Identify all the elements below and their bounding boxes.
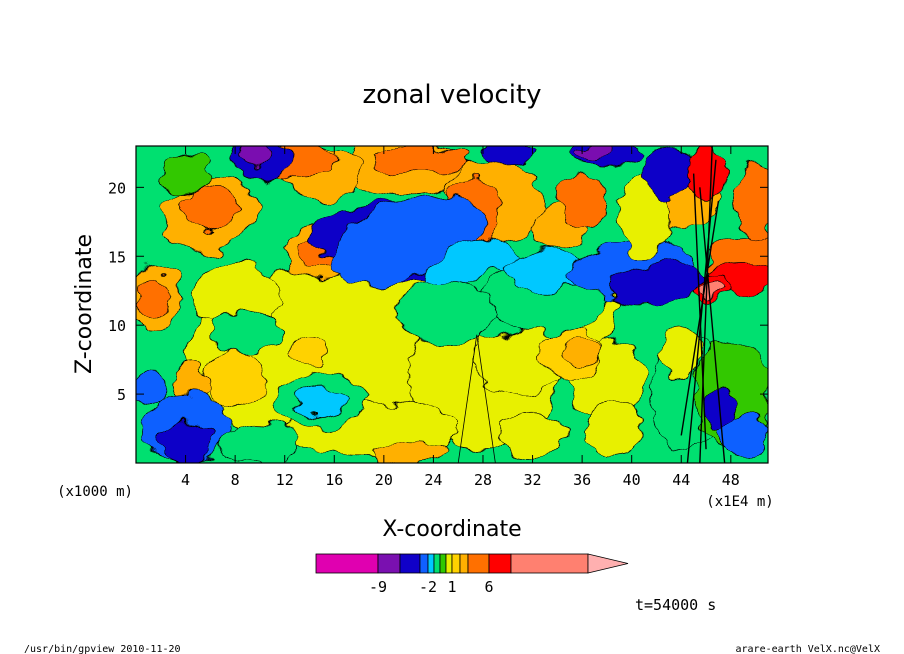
y-tick-label: 5: [117, 386, 126, 404]
x-axis-ticks: 4 8 12 16 20 24 28 32 36 40 44 48: [181, 146, 740, 489]
y-axis-title: Z-coordinate: [72, 234, 97, 374]
colorbar: [315, 553, 629, 574]
colorbar-tick-label: -2: [419, 578, 437, 596]
y-unit-label: (x1000 m): [57, 484, 133, 500]
colorbar-segment: [445, 553, 453, 574]
x-tick-label: 4: [181, 471, 190, 489]
footer-left: /usr/bin/gpview 2010-11-20: [24, 644, 181, 654]
contour-region: [294, 384, 350, 418]
x-unit-label: (x1E4 m): [706, 494, 773, 510]
y-tick-label: 10: [108, 317, 126, 335]
x-tick-label: 24: [424, 471, 442, 489]
x-tick-label: 36: [573, 471, 591, 489]
contour-region: [556, 173, 608, 230]
contour-region: [563, 338, 602, 367]
contour-region: [643, 146, 694, 202]
y-tick-label: 15: [108, 248, 126, 266]
x-tick-label: 48: [722, 471, 740, 489]
contour-region: [136, 370, 168, 405]
x-tick-label: 12: [276, 471, 294, 489]
front-line: [692, 173, 707, 450]
contour-region: [736, 159, 768, 243]
colorbar-segment: [488, 553, 512, 574]
front-line: [699, 146, 713, 463]
colorbar-arrow: [587, 553, 629, 574]
colorbar-tick-labels: -9 -2 1 6: [369, 578, 494, 596]
time-label: t=54000 s: [635, 596, 716, 614]
contour-region: [203, 349, 267, 411]
colorbar-tick-label: 6: [484, 578, 493, 596]
front-line: [699, 187, 726, 463]
colorbar-segment: [467, 553, 490, 574]
colorbar-segment: [427, 553, 435, 574]
colorbar-segment: [433, 553, 441, 574]
contour-region: [395, 280, 496, 343]
contour-region: [371, 437, 447, 463]
colorbar-segment: [399, 553, 421, 574]
colorbar-segment: [439, 553, 447, 574]
chart-title: zonal velocity: [362, 80, 541, 110]
front-line: [680, 201, 720, 436]
contour-region: [210, 311, 286, 354]
front-line: [686, 159, 717, 463]
x-tick-label: 32: [524, 471, 542, 489]
x-tick-label: 16: [325, 471, 343, 489]
contour-region: [687, 148, 725, 199]
x-tick-label: 40: [623, 471, 641, 489]
contour-region: [371, 146, 471, 176]
footer-right: arare-earth_VelX.nc@VelX: [736, 644, 881, 654]
plot-area: [136, 146, 768, 463]
y-tick-label: 20: [108, 179, 126, 197]
contour-region: [237, 146, 271, 168]
y-axis-ticks: 5 10 15 20: [108, 179, 768, 404]
plot-frame: [135, 145, 769, 464]
x-tick-label: 20: [375, 471, 393, 489]
contour-region: [575, 146, 614, 162]
colorbar-segment: [377, 553, 401, 574]
contour-region: [662, 324, 701, 381]
contour-region: [222, 421, 298, 463]
colorbar-segment: [315, 553, 379, 574]
x-tick-label: 8: [231, 471, 240, 489]
colorbar-tick-label: 1: [447, 578, 456, 596]
contour-region: [290, 338, 329, 367]
x-axis-title: X-coordinate: [382, 517, 521, 542]
contour-region: [581, 400, 645, 457]
x-tick-label: 44: [672, 471, 690, 489]
contour-region: [718, 414, 768, 457]
colorbar-segment: [419, 553, 429, 574]
colorbar-segment: [510, 553, 589, 574]
contour-region: [482, 146, 533, 165]
front-lines: [457, 146, 726, 463]
colorbar-tick-label: -9: [369, 578, 387, 596]
front-line: [457, 334, 478, 463]
contour-region: [495, 414, 571, 457]
contour-region: [160, 152, 211, 195]
velocity-field: [136, 146, 768, 463]
colorbar-segment: [451, 553, 461, 574]
contour-region: [139, 275, 170, 321]
x-tick-label: 28: [474, 471, 492, 489]
front-line: [476, 334, 496, 463]
colorbar-segment: [459, 553, 469, 574]
contour-region: [179, 186, 242, 230]
